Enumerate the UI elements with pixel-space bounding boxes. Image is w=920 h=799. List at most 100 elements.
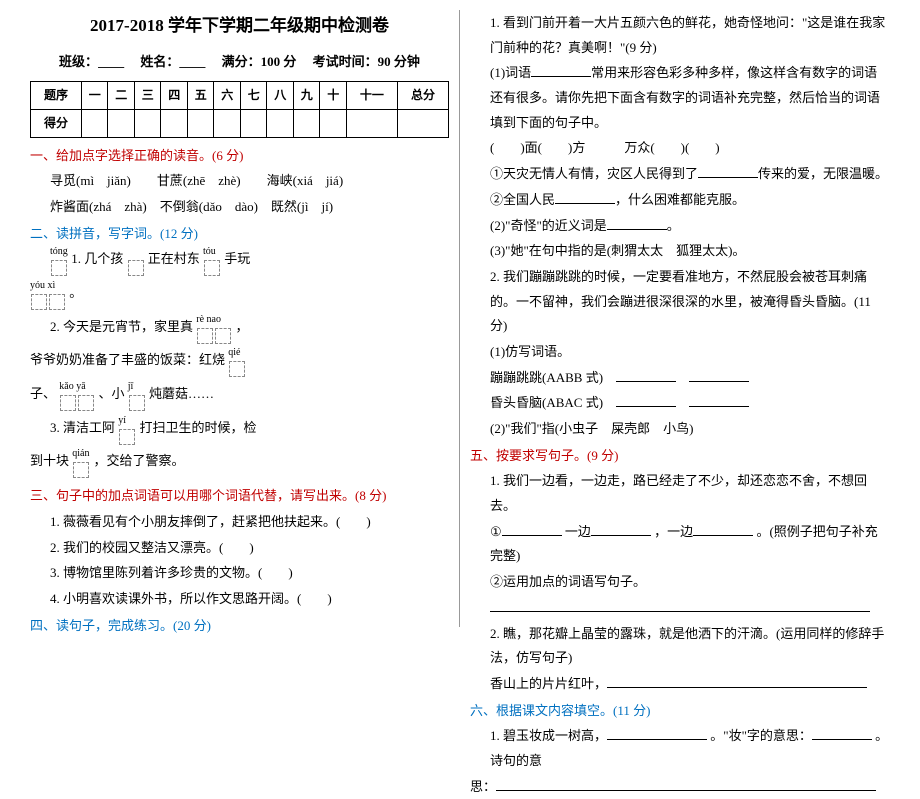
- text: 蹦蹦跳跳(AABB 式): [490, 370, 603, 385]
- pinyin: tóng: [50, 247, 68, 257]
- th: 五: [187, 81, 214, 109]
- th: 四: [161, 81, 188, 109]
- text: ①: [490, 524, 502, 539]
- text: (2)"奇怪"的近义词是: [490, 218, 607, 233]
- text: 香山上的片片红叶，: [490, 676, 607, 691]
- s4-s1: ①天灾无情人有情，灾区人民得到了 传来的爱，无限温暖。: [470, 162, 890, 187]
- text: 、小: [99, 386, 125, 401]
- text: (1)词语: [490, 65, 531, 80]
- th: 十: [320, 81, 347, 109]
- s4-fill: ( )面( )方 万众( )( ): [470, 136, 890, 161]
- s5-q1-2: ②运用加点的词语写句子。: [470, 570, 890, 595]
- text: 一边: [565, 524, 591, 539]
- s6-q1: 1. 碧玉妆成一树高， 。"妆"字的意思： 。诗句的意: [470, 724, 890, 773]
- text: ，交给了警察。: [94, 453, 185, 468]
- section-1-heading: 一、给加点字选择正确的读音。(6 分): [30, 144, 449, 169]
- score-table: 题序 一 二 三 四 五 六 七 八 九 十 十一 总分 得分: [30, 81, 449, 138]
- s5-q1: 1. 我们一边看，一边走，路已经走了不少，却还恋恋不舍，不想回去。: [470, 469, 890, 518]
- s4-q1-1: (1)词语常用来形容色彩多种多样，像这样含有数字的词语还有很多。请你先把下面含有…: [470, 61, 890, 135]
- s2-line: yóu xì 。: [30, 281, 449, 314]
- text: 子、: [30, 386, 56, 401]
- s6-q1-cont: 思：: [470, 775, 890, 799]
- section-4-heading: 四、读句子，完成练习。(20 分): [30, 614, 449, 639]
- text: 1. 几个孩: [71, 251, 123, 266]
- s4-q2: 2. 我们蹦蹦跳跳的时候，一定要看准地方，不然屁股会被苍耳刺痛的。一不留神，我们…: [470, 265, 890, 339]
- s4-s2: ②全国人民 ，什么困难都能克服。: [470, 188, 890, 213]
- text: 正在村东: [148, 251, 200, 266]
- pinyin: qié: [228, 348, 246, 358]
- text: 手玩: [224, 251, 250, 266]
- text: 传来的爱，无限温暖。: [758, 166, 888, 181]
- s2-line: 爷爷奶奶准备了丰盛的饭菜：红烧 qié: [30, 348, 449, 381]
- s4-q1-3: (3)"她"在句中指的是(刺猬太太 狐狸太太)。: [470, 239, 890, 264]
- pinyin: tóu: [203, 247, 221, 257]
- pinyin: yóu xì: [30, 281, 66, 291]
- section-6-heading: 六、根据课文内容填空。(11 分): [470, 699, 890, 724]
- text: ，什么困难都能克服。: [615, 192, 745, 207]
- s2-line: 2. 今天是元宵节，家里真 rè nao ，: [30, 315, 449, 348]
- score-value-row: 得分: [31, 109, 449, 137]
- th: 一: [81, 81, 108, 109]
- class-label: 班级：: [59, 54, 98, 69]
- text: 思：: [470, 779, 496, 794]
- s3-item: 3. 博物馆里陈列着许多珍贵的文物。( ): [30, 561, 449, 586]
- section-5-heading: 五、按要求写句子。(9 分): [470, 444, 890, 469]
- text: 。: [667, 218, 680, 233]
- text: ，: [236, 319, 249, 334]
- time-label: 考试时间：: [313, 54, 378, 69]
- th: 总分: [397, 81, 448, 109]
- text: 。"妆"字的意思：: [710, 728, 812, 743]
- s4-q2-1: (1)仿写词语。: [470, 340, 890, 365]
- right-column: 1. 看到门前开着一大片五颜六色的鲜花，她奇怪地问："这是谁在我家门前种的花？真…: [460, 10, 900, 627]
- s1-item: 寻觅(mì jiǎn) 甘蔗(zhē zhè) 海峡(xiá jiá): [30, 169, 449, 194]
- pinyin: yí: [118, 416, 136, 426]
- th: 九: [293, 81, 320, 109]
- s4-aabb: 蹦蹦跳跳(AABB 式): [470, 366, 890, 391]
- th: 六: [214, 81, 241, 109]
- th: 十一: [346, 81, 397, 109]
- s5-q1-fill: ① 一边 ，一边 。(照例子把句子补充完整): [470, 520, 890, 569]
- s4-q1-2: (2)"奇怪"的近义词是 。: [470, 214, 890, 239]
- text: 。: [69, 285, 82, 300]
- s5-q2b: 香山上的片片红叶，: [470, 672, 890, 697]
- s3-item: 4. 小明喜欢读课外书，所以作文思路开阔。( ): [30, 587, 449, 612]
- text: 打扫卫生的时候，检: [140, 420, 257, 435]
- th: 二: [108, 81, 135, 109]
- s5-blank: [470, 596, 890, 621]
- s4-abac: 昏头昏脑(ABAC 式): [470, 391, 890, 416]
- text: 到十块: [30, 453, 69, 468]
- s3-item: 2. 我们的校园又整洁又漂亮。( ): [30, 536, 449, 561]
- th: 八: [267, 81, 294, 109]
- s1-item: 炸酱面(zhá zhà) 不倒翁(dǎo dào) 既然(jì jí): [30, 195, 449, 220]
- section-2-heading: 二、读拼音，写字词。(12 分): [30, 222, 449, 247]
- exam-title: 2017-2018 学年下学期二年级期中检测卷: [30, 10, 449, 42]
- pinyin: qián: [72, 449, 90, 459]
- pinyin: kǎo yā: [59, 382, 95, 392]
- pinyin: rè nao: [196, 315, 232, 325]
- text: ②全国人民: [490, 192, 555, 207]
- th: 题序: [31, 81, 82, 109]
- text: 1. 碧玉妆成一树高，: [490, 728, 607, 743]
- exam-subtitle: 班级：____ 姓名：____ 满分：100 分 考试时间：90 分钟: [30, 50, 449, 75]
- fullscore-label: 满分：: [222, 54, 261, 69]
- th: 七: [240, 81, 267, 109]
- s2-line: 子、 kǎo yā 、小 jī 炖蘑菇……: [30, 382, 449, 415]
- fullscore-value: 100 分: [261, 54, 297, 69]
- text: 2. 今天是元宵节，家里真: [50, 319, 193, 334]
- text: ①天灾无情人有情，灾区人民得到了: [490, 166, 698, 181]
- score-header-row: 题序 一 二 三 四 五 六 七 八 九 十 十一 总分: [31, 81, 449, 109]
- th: 三: [134, 81, 161, 109]
- s5-q2: 2. 瞧，那花瓣上晶莹的露珠，就是他洒下的汗滴。(运用同样的修辞手法，仿写句子): [470, 622, 890, 671]
- name-label: 姓名：: [140, 54, 179, 69]
- section-3-heading: 三、句子中的加点词语可以用哪个词语代替，请写出来。(8 分): [30, 484, 449, 509]
- s2-line: 3. 清洁工阿 yí 打扫卫生的时候，检: [30, 416, 449, 449]
- text: 炖蘑菇……: [149, 386, 214, 401]
- text: 爷爷奶奶准备了丰盛的饭菜：红烧: [30, 352, 225, 367]
- s3-item: 1. 薇薇看见有个小朋友摔倒了，赶紧把他扶起来。( ): [30, 510, 449, 535]
- td-label: 得分: [31, 109, 82, 137]
- s4-q2-2: (2)"我们"指(小虫子 屎壳郎 小鸟): [470, 417, 890, 442]
- pinyin: jī: [128, 382, 146, 392]
- s2-line: 到十块 qián ，交给了警察。: [30, 449, 449, 482]
- text: 3. 清洁工阿: [50, 420, 115, 435]
- s4-q1: 1. 看到门前开着一大片五颜六色的鲜花，她奇怪地问："这是谁在我家门前种的花？真…: [470, 11, 890, 60]
